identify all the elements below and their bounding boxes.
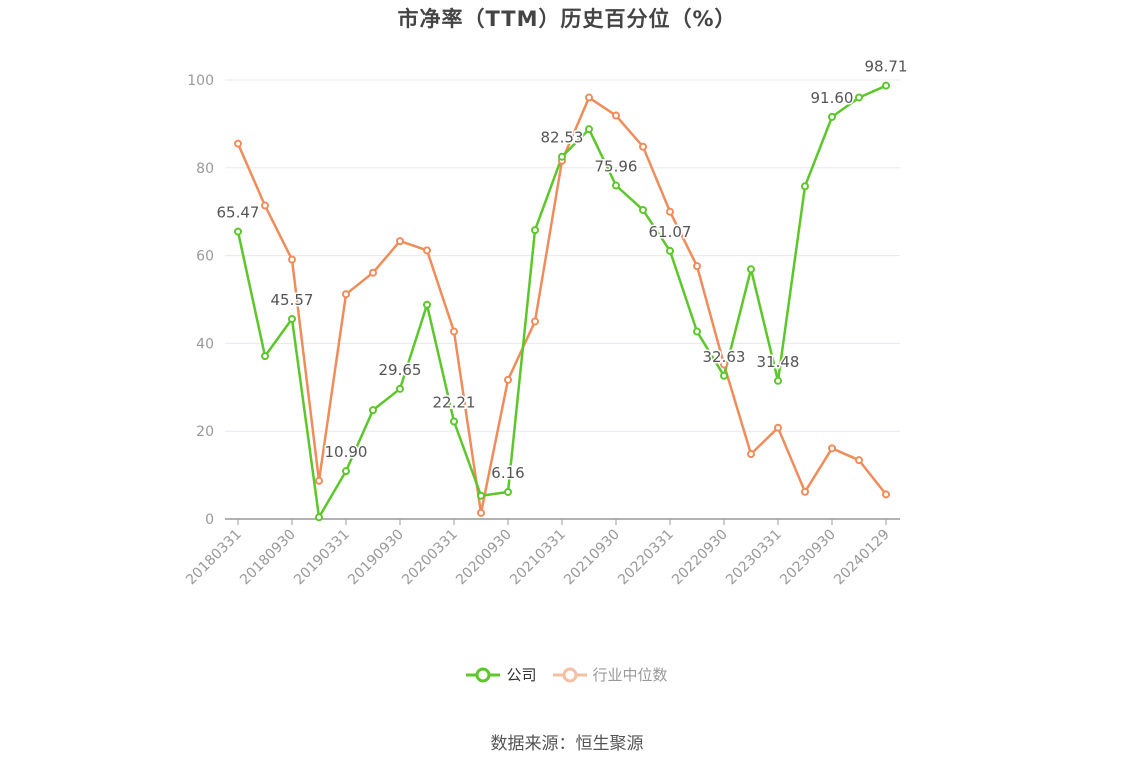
x-tick-label: 20180930 (237, 527, 299, 589)
legend-label-industry-median: 行业中位数 (592, 666, 668, 684)
x-tick-label: 20220930 (669, 527, 731, 589)
data-point-company[interactable] (693, 327, 701, 336)
data-point-industry-median[interactable] (288, 255, 296, 264)
data-point-company[interactable] (774, 376, 782, 385)
legend-swatch-company-icon (466, 667, 501, 682)
data-label: 82.53 (541, 129, 584, 147)
data-point-company[interactable] (747, 265, 755, 274)
data-point-industry-median[interactable] (882, 490, 890, 499)
data-point-industry-median[interactable] (747, 450, 755, 459)
data-point-company[interactable] (477, 491, 485, 500)
y-tick-label: 20 (196, 424, 214, 440)
x-tick-label: 20220331 (615, 527, 677, 589)
legend-label-company: 公司 (506, 666, 537, 684)
y-tick-label: 60 (196, 249, 214, 265)
data-point-industry-median[interactable] (423, 246, 431, 255)
data-point-company[interactable] (666, 246, 674, 255)
data-point-industry-median[interactable] (261, 201, 269, 210)
data-point-company[interactable] (855, 93, 863, 102)
x-tick-label: 20200331 (399, 527, 461, 589)
y-tick-label: 40 (196, 336, 214, 352)
data-point-industry-median[interactable] (693, 262, 701, 271)
data-point-company[interactable] (261, 352, 269, 361)
x-tick-label: 20210331 (507, 527, 569, 589)
data-label: 65.47 (217, 204, 260, 222)
data-point-company[interactable] (612, 181, 620, 190)
data-label: 32.63 (703, 348, 746, 366)
data-point-company[interactable] (315, 513, 323, 522)
data-point-company[interactable] (531, 226, 539, 235)
axes: 0 20 40 60 80 100 2018033120180930201903312019… (183, 73, 900, 588)
x-tick-label: 20190930 (345, 527, 407, 589)
data-point-industry-median[interactable] (639, 142, 647, 151)
data-label: 29.65 (379, 361, 422, 379)
y-tick-label: 0 (205, 512, 214, 528)
data-point-industry-median[interactable] (342, 290, 350, 299)
data-point-company[interactable] (288, 314, 296, 323)
data-label: 31.48 (757, 353, 800, 371)
data-point-industry-median[interactable] (612, 111, 620, 120)
data-points[interactable] (234, 81, 890, 522)
legend-item-industry-median[interactable]: 行业中位数 (552, 664, 668, 685)
data-labels: 65.47 45.57 10.90 29.65 22.21 6.16 82.53 75.96 6… (215, 56, 909, 483)
data-point-industry-median[interactable] (801, 487, 809, 496)
data-point-industry-median[interactable] (450, 327, 458, 336)
legend-swatch-industry-median-icon (552, 667, 587, 682)
y-tick-label: 100 (187, 73, 214, 89)
data-label: 22.21 (433, 393, 476, 411)
data-label: 75.96 (595, 158, 638, 176)
data-point-company[interactable] (882, 81, 890, 90)
x-tick-label: 20230331 (723, 527, 785, 589)
data-point-company[interactable] (828, 112, 836, 121)
x-tick-label: 20180331 (183, 527, 245, 589)
data-point-industry-median[interactable] (828, 444, 836, 453)
source-note: 数据来源：恒生聚源 (490, 734, 644, 754)
data-point-industry-median[interactable] (369, 268, 377, 277)
data-label: 91.60 (811, 89, 854, 107)
data-point-company[interactable] (450, 417, 458, 426)
data-point-industry-median[interactable] (477, 508, 485, 517)
data-point-industry-median[interactable] (774, 423, 782, 432)
data-point-company[interactable] (639, 205, 647, 214)
data-point-industry-median[interactable] (666, 207, 674, 216)
x-tick-label: 20210930 (561, 527, 623, 589)
data-point-industry-median[interactable] (234, 139, 242, 148)
data-point-industry-median[interactable] (504, 375, 512, 384)
x-tick-label: 20230930 (777, 527, 839, 589)
data-point-company[interactable] (234, 227, 242, 236)
data-point-company[interactable] (396, 384, 404, 393)
data-point-company[interactable] (801, 182, 809, 191)
data-point-company[interactable] (720, 371, 728, 380)
legend: 公司 行业中位数 (0, 664, 1134, 685)
data-point-industry-median[interactable] (315, 476, 323, 485)
legend-item-company[interactable]: 公司 (466, 664, 537, 685)
data-label: 6.16 (491, 464, 524, 482)
data-point-company[interactable] (369, 406, 377, 415)
grid-lines (225, 79, 900, 432)
data-label: 61.07 (649, 223, 692, 241)
data-point-company[interactable] (423, 300, 431, 309)
data-point-company[interactable] (342, 467, 350, 476)
data-point-industry-median[interactable] (531, 317, 539, 326)
data-point-industry-median[interactable] (720, 360, 728, 369)
y-tick-label: 80 (196, 161, 214, 177)
x-tick-label: 20200930 (453, 527, 515, 589)
data-label: 45.57 (271, 291, 314, 309)
data-point-industry-median[interactable] (396, 237, 404, 246)
data-label: 10.90 (325, 443, 368, 461)
data-point-industry-median[interactable] (585, 93, 593, 102)
x-tick-label: 20190331 (291, 527, 353, 589)
data-label: 98.71 (865, 58, 908, 76)
chart-title: 市净率（TTM）历史百分位（%） (397, 7, 737, 31)
data-point-company[interactable] (558, 152, 566, 161)
data-point-company[interactable] (585, 125, 593, 134)
data-point-industry-median[interactable] (855, 456, 863, 465)
data-point-company[interactable] (504, 487, 512, 496)
x-tick-label: 20240129 (831, 527, 893, 589)
